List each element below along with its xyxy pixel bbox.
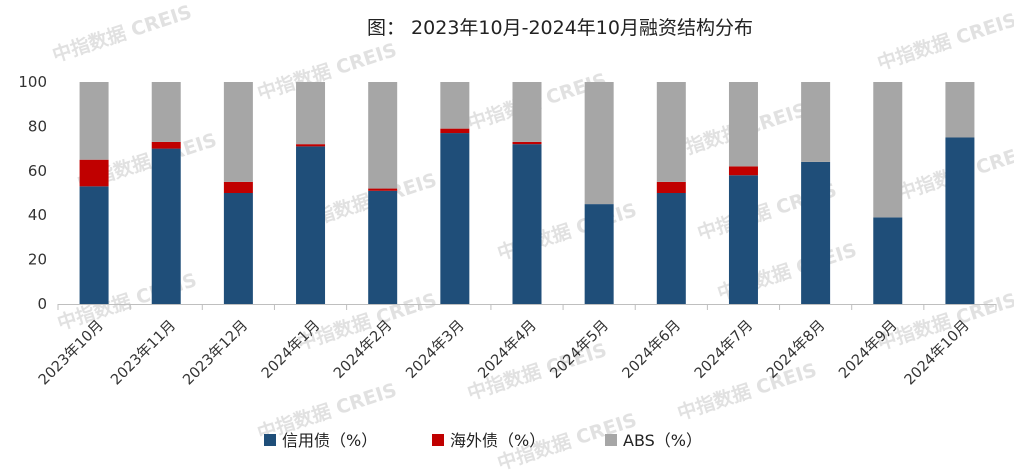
x-tick-label: 2023年11月 bbox=[107, 317, 179, 389]
bar-segment-series-2 bbox=[368, 188, 398, 191]
legend-label: ABS（%） bbox=[623, 431, 702, 450]
bar-segment-series-1 bbox=[512, 144, 542, 304]
bar-segment-series-2 bbox=[79, 159, 109, 187]
bar-segment-series-1 bbox=[945, 137, 975, 304]
x-tick-label: 2024年7月 bbox=[691, 317, 756, 382]
y-tick-label: 40 bbox=[28, 206, 47, 224]
watermark-text: 中指数据 CREIS bbox=[874, 8, 1014, 75]
bar-segment-series-1 bbox=[873, 217, 903, 304]
bar-segment-series-3 bbox=[945, 82, 975, 138]
legend-swatch bbox=[432, 434, 444, 446]
x-tick-label: 2023年12月 bbox=[180, 317, 252, 389]
chart-title: 图： 2023年10月-2024年10月融资结构分布 bbox=[367, 17, 753, 39]
bar-segment-series-3 bbox=[368, 82, 398, 189]
bar-segment-series-3 bbox=[728, 82, 758, 167]
y-tick-label: 0 bbox=[37, 295, 47, 313]
x-tick-label: 2024年3月 bbox=[403, 317, 468, 382]
bar-segment-series-2 bbox=[728, 166, 758, 176]
bars bbox=[79, 82, 975, 304]
y-tick-label: 100 bbox=[18, 73, 47, 91]
bar-segment-series-1 bbox=[296, 146, 326, 304]
bar-segment-series-1 bbox=[440, 133, 470, 304]
bar-segment-series-3 bbox=[79, 82, 109, 160]
y-tick-label: 80 bbox=[28, 117, 47, 135]
legend-swatch bbox=[264, 434, 276, 446]
x-tick-label: 2024年6月 bbox=[619, 317, 684, 382]
legend-label: 信用债（%） bbox=[282, 431, 377, 450]
bar-segment-series-2 bbox=[296, 144, 326, 147]
bar-segment-series-3 bbox=[223, 82, 253, 182]
bar-segment-series-1 bbox=[801, 161, 831, 304]
bar-segment-series-2 bbox=[223, 181, 253, 193]
bar-segment-series-1 bbox=[223, 193, 253, 304]
bar-segment-series-3 bbox=[584, 82, 614, 205]
bar-segment-series-3 bbox=[296, 82, 326, 145]
legend: 信用债（%） 海外债（%） ABS（%） bbox=[264, 431, 702, 450]
bar-segment-series-2 bbox=[512, 141, 542, 145]
bar-segment-series-3 bbox=[873, 82, 903, 218]
watermark-text: 中指数据 CREIS bbox=[49, 0, 194, 67]
y-tick-label: 20 bbox=[28, 251, 47, 269]
legend-label: 海外债（%） bbox=[450, 431, 545, 450]
legend-swatch bbox=[605, 434, 617, 446]
bar-segment-series-2 bbox=[656, 181, 686, 193]
bar-segment-series-1 bbox=[368, 190, 398, 304]
bar-segment-series-1 bbox=[728, 175, 758, 304]
bar-segment-series-3 bbox=[656, 82, 686, 182]
bar-segment-series-1 bbox=[151, 148, 181, 304]
bar-segment-series-3 bbox=[151, 82, 181, 142]
bar-segment-series-1 bbox=[656, 193, 686, 304]
bar-segment-series-3 bbox=[801, 82, 831, 162]
bar-segment-series-3 bbox=[440, 82, 470, 129]
bar-segment-series-1 bbox=[584, 204, 614, 304]
y-axis: 0 20 40 60 80 100 bbox=[18, 73, 47, 313]
bar-segment-series-2 bbox=[151, 141, 181, 149]
bar-segment-series-2 bbox=[440, 128, 470, 134]
y-tick-label: 60 bbox=[28, 162, 47, 180]
bar-segment-series-3 bbox=[512, 82, 542, 142]
bar-segment-series-1 bbox=[79, 186, 109, 304]
